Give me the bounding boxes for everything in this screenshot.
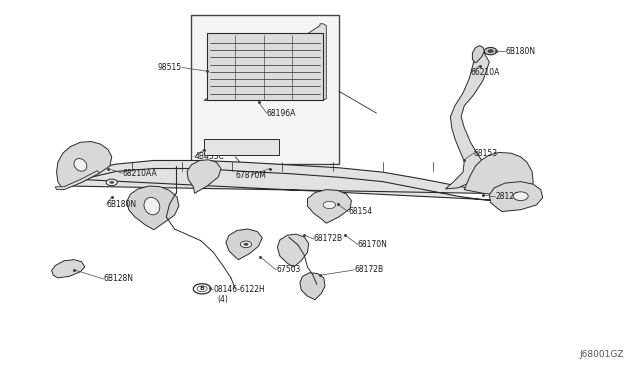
Circle shape	[193, 284, 211, 294]
Polygon shape	[187, 160, 221, 193]
Polygon shape	[127, 186, 179, 230]
Text: (4): (4)	[218, 295, 228, 304]
Text: 67503: 67503	[276, 265, 300, 274]
Polygon shape	[445, 51, 490, 189]
Circle shape	[323, 201, 336, 209]
Text: 08146-6122H: 08146-6122H	[213, 285, 265, 294]
Text: 6B180N: 6B180N	[107, 200, 137, 209]
Text: 68210AA: 68210AA	[122, 169, 157, 178]
Polygon shape	[277, 234, 308, 267]
Circle shape	[109, 181, 115, 184]
Text: B: B	[200, 286, 205, 291]
Circle shape	[197, 286, 207, 292]
Circle shape	[484, 48, 497, 55]
Circle shape	[106, 179, 117, 186]
Text: J68001GZ: J68001GZ	[580, 350, 624, 359]
Ellipse shape	[74, 158, 87, 171]
Circle shape	[513, 192, 528, 201]
Text: 68153: 68153	[474, 149, 498, 158]
Text: 6B180N: 6B180N	[505, 46, 535, 55]
Text: 67870M: 67870M	[236, 171, 266, 180]
Text: 68196A: 68196A	[267, 109, 296, 118]
Polygon shape	[55, 171, 99, 190]
Polygon shape	[56, 141, 112, 190]
Bar	[191, 15, 339, 164]
Bar	[207, 33, 323, 100]
Text: 4B433C: 4B433C	[195, 153, 225, 161]
Polygon shape	[307, 190, 351, 223]
Polygon shape	[226, 229, 262, 260]
Text: 68154: 68154	[348, 207, 372, 216]
Polygon shape	[52, 260, 85, 278]
Text: 66210A: 66210A	[470, 68, 500, 77]
Bar	[204, 139, 279, 155]
Text: 28120: 28120	[495, 192, 520, 201]
Text: 6B128N: 6B128N	[104, 275, 134, 283]
Circle shape	[243, 243, 248, 246]
Polygon shape	[66, 160, 521, 201]
Circle shape	[241, 241, 252, 248]
Circle shape	[488, 49, 493, 53]
Text: 68172B: 68172B	[314, 234, 343, 243]
Polygon shape	[490, 182, 543, 212]
Text: 68172B: 68172B	[355, 265, 383, 274]
Polygon shape	[472, 46, 484, 63]
Text: 68170N: 68170N	[358, 240, 387, 249]
Text: 98515: 98515	[158, 63, 182, 72]
Polygon shape	[300, 273, 325, 300]
Ellipse shape	[144, 197, 160, 215]
Polygon shape	[464, 153, 533, 196]
Polygon shape	[204, 24, 326, 100]
